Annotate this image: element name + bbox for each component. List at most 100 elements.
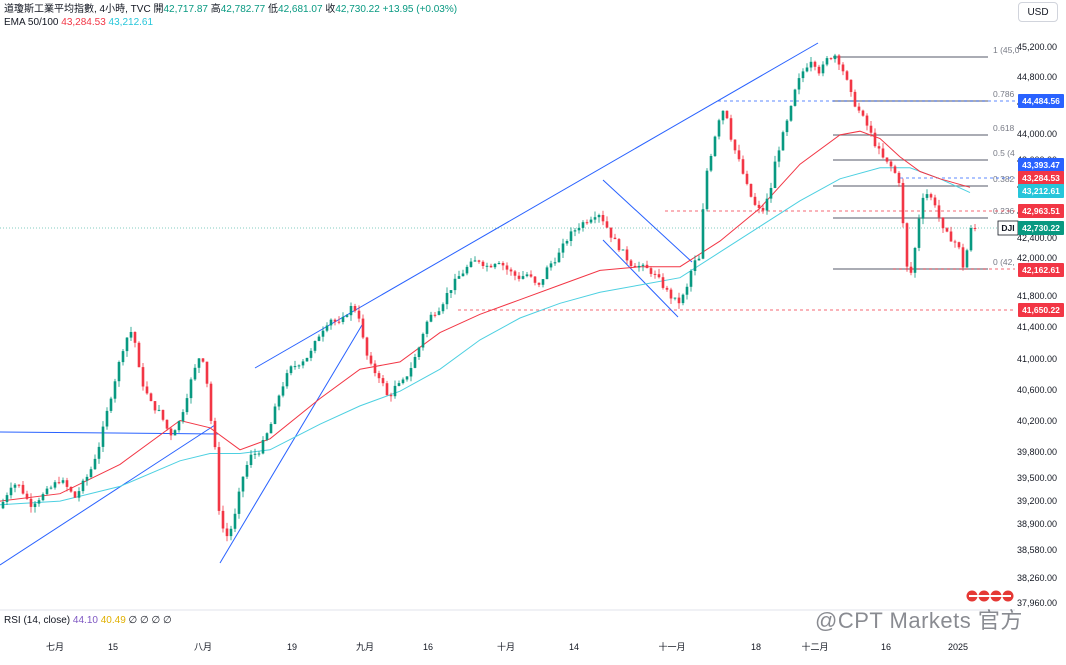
candle-body: [1, 502, 5, 509]
currency-button[interactable]: USD: [1018, 2, 1058, 22]
y-tick-label: 41,800.00: [1017, 291, 1057, 301]
y-tick-label: 38,580.00: [1017, 545, 1057, 555]
candle-body: [497, 263, 501, 264]
ohlc-low-value: 42,681.07: [278, 4, 323, 15]
candle-body: [69, 487, 73, 492]
candle-body: [249, 454, 253, 465]
candle-body: [933, 197, 937, 206]
candle-body: [857, 106, 861, 111]
candle-body: [629, 260, 633, 266]
candle-body: [605, 221, 609, 228]
candle-body: [905, 223, 909, 267]
candle-body: [433, 314, 437, 316]
candle-body: [509, 269, 513, 272]
candle-body: [753, 196, 757, 205]
candle-body: [849, 79, 853, 92]
price-label-box: [1018, 171, 1064, 185]
candle-body: [45, 488, 49, 495]
candle-body: [793, 89, 797, 106]
candle-body: [865, 115, 869, 126]
candle-body: [845, 71, 849, 80]
candle-body: [909, 266, 913, 273]
ema100-value: 43,212.61: [108, 17, 154, 28]
candle-body: [241, 476, 245, 492]
candle-body: [29, 498, 33, 507]
candle-body: [533, 276, 537, 283]
candle-body: [213, 420, 217, 448]
candle-body: [705, 170, 709, 210]
ohlc-high-label: 高: [210, 4, 221, 15]
candle-body: [889, 161, 893, 167]
candle-body: [305, 357, 309, 362]
x-tick-label: 九月: [356, 642, 374, 652]
candle-body: [441, 304, 445, 312]
price-label-box: [1018, 204, 1064, 218]
y-tick-label: 44,000.00: [1017, 129, 1057, 139]
candle-body: [505, 265, 509, 270]
candle-body: [9, 487, 13, 496]
candle-body: [489, 265, 493, 268]
candle-body: [665, 287, 669, 290]
candle-body: [757, 204, 761, 208]
candle-body: [549, 263, 553, 268]
candle-body: [897, 172, 901, 184]
candle-body: [821, 64, 825, 74]
candle-body: [17, 484, 21, 486]
candle-body: [325, 325, 329, 331]
candle-body: [693, 260, 697, 271]
price-label-box: [1018, 303, 1064, 317]
fib-level-label: 0 (42,: [993, 257, 1015, 267]
candle-body: [385, 383, 389, 396]
rsi-value: 44.10: [72, 615, 98, 626]
candle-body: [205, 361, 209, 384]
candle-body: [813, 61, 817, 67]
candle-body: [345, 315, 349, 317]
candle-body: [181, 412, 185, 422]
candle-body: [317, 336, 321, 341]
candle-body: [841, 64, 845, 72]
candle-body: [877, 146, 881, 149]
candle-body: [577, 227, 581, 231]
price-label-box: [1018, 158, 1064, 172]
watermark-logo-icon: [966, 590, 1014, 602]
candle-body: [301, 361, 305, 366]
fib-level-label: 0.5 (4: [993, 148, 1015, 158]
candle-body: [957, 242, 961, 248]
ema-legend[interactable]: EMA 50/100 43,284.53 43,212.61: [4, 17, 153, 29]
candle-body: [817, 66, 821, 74]
candle-body: [561, 243, 565, 253]
candle-body: [313, 341, 317, 351]
candle-body: [517, 275, 521, 279]
candle-body: [941, 217, 945, 229]
candle-body: [165, 419, 169, 429]
rsi-legend[interactable]: RSI (14, close) 44.10 40.49 ∅ ∅ ∅ ∅: [4, 615, 172, 626]
candle-body: [937, 205, 941, 218]
price-label-text: 43,284.53: [1022, 173, 1060, 183]
candle-body: [13, 484, 17, 488]
candle-body: [369, 355, 373, 364]
candle-body: [765, 198, 769, 211]
candle-body: [73, 491, 77, 498]
y-tick-label: 39,200.00: [1017, 496, 1057, 506]
candle-body: [221, 510, 225, 529]
candle-body: [545, 267, 549, 280]
candle-body: [149, 393, 153, 402]
ohlc-close-value: 42,730.22: [335, 4, 380, 15]
candle-body: [265, 433, 269, 440]
candle-body: [253, 453, 257, 455]
candle-body: [749, 183, 753, 197]
candle-body: [53, 482, 57, 488]
candle-body: [669, 289, 673, 299]
candle-body: [797, 78, 801, 90]
candle-body: [185, 398, 189, 413]
fib-level-label: 1 (45,0: [993, 45, 1020, 55]
candle-body: [837, 55, 841, 65]
candle-body: [781, 132, 785, 151]
candle-body: [709, 156, 713, 171]
candle-body: [853, 91, 857, 107]
candle-body: [677, 297, 681, 304]
candle-body: [209, 383, 213, 421]
candle-body: [157, 409, 161, 411]
